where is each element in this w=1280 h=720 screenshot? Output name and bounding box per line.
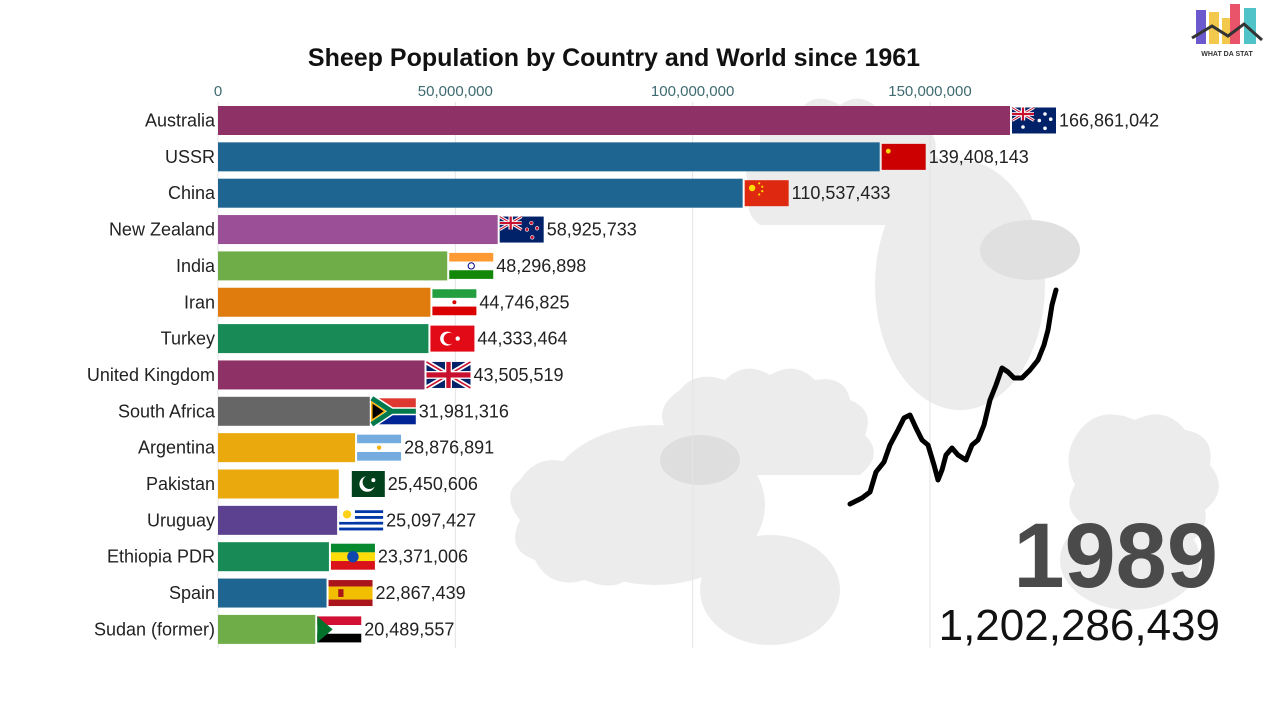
flag-spain-icon [328, 580, 373, 607]
category-label: Australia [145, 111, 216, 131]
value-label: 58,925,733 [547, 220, 637, 240]
category-label: Ethiopia PDR [107, 547, 215, 567]
category-label: Uruguay [147, 510, 215, 530]
what-da-stat-logo: WHAT DA STAT [1191, 4, 1263, 58]
value-label: 48,296,898 [496, 256, 586, 276]
category-label: Turkey [161, 329, 215, 349]
flag-south-africa-icon [369, 394, 416, 428]
flag-sudan-icon [317, 616, 362, 643]
logo-text: WHAT DA STAT [1201, 51, 1253, 58]
tick-label: 50,000,000 [418, 83, 493, 100]
category-label: Pakistan [146, 474, 215, 494]
value-label: 25,097,427 [386, 510, 476, 530]
category-label: China [168, 183, 216, 203]
category-label: Argentina [138, 438, 216, 458]
bar-united-kingdom [218, 360, 425, 390]
flag-uruguay-icon [339, 507, 384, 534]
value-label: 44,333,464 [477, 329, 567, 349]
bar-india [218, 251, 448, 281]
value-label: 28,876,891 [404, 438, 494, 458]
value-label: 22,867,439 [376, 583, 466, 603]
flag-argentina-icon [357, 434, 402, 461]
flag-iran-icon [432, 289, 477, 316]
value-label: 31,981,316 [419, 401, 509, 421]
value-label: 110,537,433 [792, 183, 891, 203]
bar-uruguay [218, 505, 338, 535]
chart-title: Sheep Population by Country and World si… [308, 44, 920, 72]
world-trend-line [847, 287, 1059, 507]
x-axis-ticks: 0 50,000,000 100,000,000 150,000,000 [214, 83, 972, 100]
bars: Australia 166,861,042 USSR 139,408,143 China… [87, 106, 1159, 644]
tick-label: 150,000,000 [888, 83, 971, 100]
value-label: 166,861,042 [1059, 111, 1159, 131]
bar-australia [218, 106, 1010, 135]
value-label: 44,746,825 [479, 292, 569, 312]
bar-pakistan [218, 469, 339, 499]
value-label: 20,489,557 [364, 619, 454, 639]
bar-sudan [218, 614, 316, 644]
category-label: USSR [165, 147, 215, 167]
bar-new-zealand [218, 215, 498, 245]
flag-india-icon [449, 252, 494, 279]
category-label: South Africa [118, 401, 216, 421]
value-label: 23,371,006 [378, 547, 468, 567]
bar-turkey [218, 324, 429, 354]
bar-ussr [218, 142, 880, 172]
flag-china-icon [744, 180, 789, 207]
flag-turkey-icon [430, 325, 475, 352]
category-label: Sudan (former) [94, 619, 215, 639]
tick-label: 100,000,000 [651, 83, 734, 100]
bar-spain [218, 578, 327, 608]
bar-south-africa [218, 396, 370, 426]
year-label: 1989 [1013, 505, 1218, 607]
category-label: Spain [169, 583, 215, 603]
category-label: New Zealand [109, 220, 215, 240]
flag-ethiopia-icon [330, 543, 375, 570]
flag-new-zealand-icon [498, 215, 544, 243]
category-label: Iran [184, 292, 215, 312]
category-label: India [176, 256, 216, 276]
sheep-background-art [510, 98, 1219, 645]
bar-ethiopia [218, 542, 329, 572]
bar-china [218, 178, 743, 208]
world-total-label: 1,202,286,439 [939, 601, 1220, 650]
bar-iran [218, 287, 431, 317]
flag-pakistan-icon [340, 471, 385, 497]
flag-ussr-icon [881, 143, 926, 170]
category-label: United Kingdom [87, 365, 215, 385]
value-label: 43,505,519 [473, 365, 563, 385]
flag-united-kingdom-icon [425, 359, 472, 391]
tick-label: 0 [214, 83, 222, 100]
flag-australia-icon [1011, 106, 1056, 134]
value-label: 139,408,143 [929, 147, 1029, 167]
bar-argentina [218, 433, 356, 463]
value-label: 25,450,606 [388, 474, 478, 494]
